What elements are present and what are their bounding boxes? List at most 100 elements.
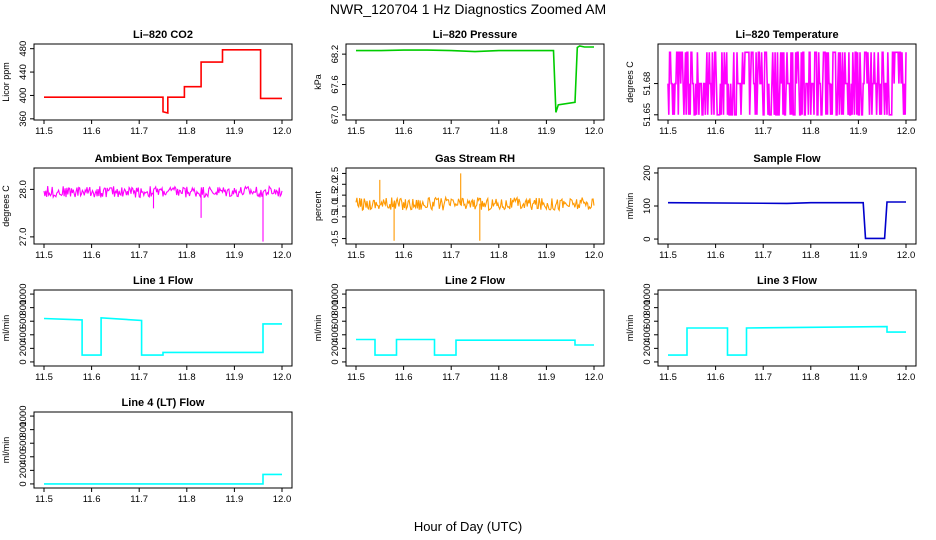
x-tick-label: 11.5 [35, 250, 53, 261]
x-tick-label: 11.9 [850, 126, 868, 137]
y-tick-label: 0 [18, 481, 29, 486]
panel-6: Sample Flow ml/min 11.5 11.6 11.7 11.8 11.9 12.… [625, 153, 917, 261]
x-tick-label: 12.0 [273, 126, 292, 137]
y-axis-label: ml/min [1, 315, 11, 342]
series-line [44, 473, 282, 485]
series-line [667, 201, 906, 240]
x-tick-label: 11.6 [707, 250, 725, 261]
plot-frame [657, 167, 917, 245]
y-tick-label: 67.6 [330, 75, 341, 94]
panel-title: Line 4 (LT) Flow [122, 397, 205, 409]
y-tick-label: 400 [18, 327, 29, 343]
figure-title: NWR_120704 1 Hz Diagnostics Zoomed AM [330, 1, 606, 17]
y-tick-label: 360 [18, 111, 29, 127]
y-tick-label: 1000 [18, 284, 29, 305]
y-tick-label: 200 [18, 462, 29, 478]
x-tick-label: 11.9 [226, 494, 244, 505]
x-tick-label: 11.8 [178, 494, 196, 505]
y-tick-label: 0 [18, 359, 29, 364]
plot-frame [345, 289, 605, 367]
plot-frame [33, 289, 293, 367]
x-tick-label: 11.7 [754, 250, 772, 261]
panel-title: Line 3 Flow [757, 275, 817, 287]
series-line [667, 51, 907, 116]
x-tick-label: 11.6 [83, 372, 101, 383]
y-tick-label: 600 [330, 313, 341, 329]
y-tick-label: -0.5 [330, 230, 341, 246]
y-tick-label: 1.5 [330, 189, 341, 202]
y-tick-label: 400 [642, 327, 653, 343]
y-axis-label: Licor ppm [1, 62, 11, 102]
x-tick-label: 11.7 [754, 126, 772, 137]
x-tick-label: 11.6 [395, 126, 413, 137]
x-tick-label: 11.8 [490, 126, 508, 137]
series-line [356, 338, 594, 356]
x-tick-label: 12.0 [585, 126, 604, 137]
x-tick-label: 11.5 [659, 250, 677, 261]
x-tick-label: 11.8 [490, 250, 508, 261]
y-tick-label: 600 [18, 313, 29, 329]
y-axis-label: kPa [313, 74, 323, 90]
x-tick-label: 11.5 [35, 126, 53, 137]
x-tick-label: 11.6 [83, 126, 101, 137]
x-tick-label: 11.5 [35, 494, 53, 505]
panel-7: Line 1 Flow ml/min 11.5 11.6 11.7 11.8 11.9 12.… [1, 275, 293, 383]
y-tick-label: 2.0 [330, 178, 341, 191]
x-tick-label: 11.8 [178, 250, 196, 261]
panel-2: Li–820 Pressure kPa 11.5 11.6 11.7 11.8 11.9 12… [313, 29, 605, 137]
x-tick-label: 11.9 [538, 126, 556, 137]
panel-title: Line 2 Flow [445, 275, 505, 287]
x-tick-label: 12.0 [273, 494, 292, 505]
y-tick-label: 1000 [18, 406, 29, 427]
panel-title: Li–820 Pressure [433, 29, 517, 41]
y-tick-label: 51.68 [642, 72, 653, 96]
x-tick-label: 11.5 [659, 372, 677, 383]
y-tick-label: 67.0 [330, 106, 341, 125]
plot-frame [33, 411, 293, 489]
x-tick-label: 11.7 [130, 250, 148, 261]
y-tick-label: 600 [18, 435, 29, 451]
x-tick-label: 11.9 [850, 372, 868, 383]
y-tick-label: 27.0 [18, 228, 29, 247]
plot-frame [657, 43, 917, 121]
plot-frame [33, 167, 293, 245]
y-tick-label: 400 [330, 327, 341, 343]
panel-title: Li–820 CO2 [133, 29, 193, 41]
y-tick-label: 1000 [642, 284, 653, 305]
x-tick-label: 11.5 [659, 126, 677, 137]
x-tick-label: 11.8 [178, 372, 196, 383]
panel-9: Line 3 Flow ml/min 11.5 11.6 11.7 11.8 11.9 12.… [625, 275, 917, 383]
y-tick-label: 68.2 [330, 45, 341, 64]
x-tick-label: 11.7 [130, 126, 148, 137]
y-axis-label: ml/min [313, 315, 323, 342]
y-tick-label: 600 [642, 313, 653, 329]
y-tick-label: 800 [642, 300, 653, 316]
plot-frame [33, 43, 293, 121]
x-tick-label: 11.8 [490, 372, 508, 383]
x-tick-label: 12.0 [273, 250, 292, 261]
y-tick-label: 0 [642, 359, 653, 364]
panel-title: Gas Stream RH [435, 153, 515, 165]
y-tick-label: 800 [330, 300, 341, 316]
y-tick-label: 400 [18, 88, 29, 104]
x-tick-label: 11.6 [395, 250, 413, 261]
x-tick-label: 11.9 [226, 250, 244, 261]
y-tick-label: 100 [642, 198, 653, 214]
figure-xlabel: Hour of Day (UTC) [414, 519, 522, 534]
x-tick-label: 11.7 [442, 250, 460, 261]
panel-title: Line 1 Flow [133, 275, 193, 287]
x-tick-label: 11.7 [130, 494, 148, 505]
x-tick-label: 11.7 [442, 126, 460, 137]
x-tick-label: 11.6 [707, 372, 725, 383]
x-tick-label: 11.6 [83, 250, 101, 261]
x-tick-label: 11.5 [347, 250, 365, 261]
series-line [668, 325, 906, 356]
y-tick-label: 1.0 [330, 199, 341, 212]
x-tick-label: 11.5 [347, 126, 365, 137]
panel-title: Ambient Box Temperature [95, 153, 232, 165]
y-tick-label: 200 [330, 340, 341, 356]
y-tick-label: 800 [18, 300, 29, 316]
y-tick-label: 440 [18, 64, 29, 80]
x-tick-label: 11.7 [442, 372, 460, 383]
x-tick-label: 11.9 [538, 250, 556, 261]
